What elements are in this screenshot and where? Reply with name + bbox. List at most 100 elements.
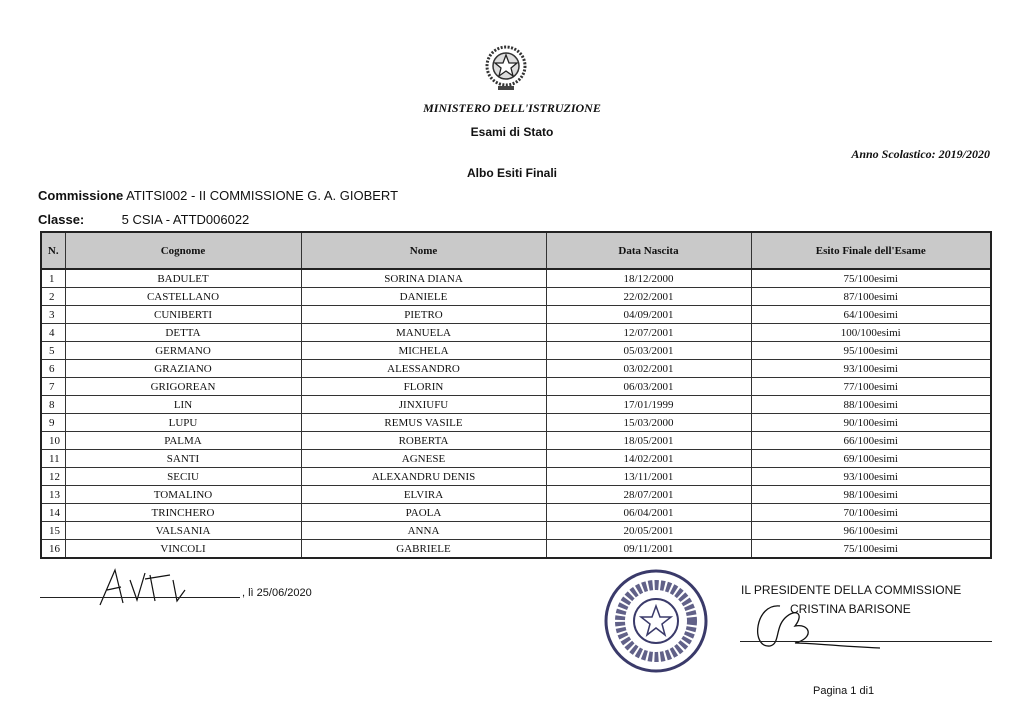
cell-name: REMUS VASILE: [300, 413, 547, 432]
exam-title: Esami di Stato: [470, 125, 554, 139]
cell-result: 93/100esimi: [750, 467, 992, 486]
cell-surname: GERMANO: [64, 341, 302, 360]
col-name: Nome: [300, 231, 547, 270]
cell-number: 12: [40, 467, 66, 486]
cell-result: 75/100esimi: [750, 268, 992, 288]
cell-surname: GRAZIANO: [64, 359, 302, 378]
cell-name: ANNA: [300, 521, 547, 540]
cell-birthdate: 18/12/2000: [545, 268, 752, 288]
cell-surname: BADULET: [64, 268, 302, 288]
signature-line: [40, 597, 240, 598]
table-row: 8 LIN JINXIUFU 17/01/1999 88/100esimi: [40, 395, 992, 414]
cell-surname: LUPU: [64, 413, 302, 432]
cell-result: 95/100esimi: [750, 341, 992, 360]
cell-result: 75/100esimi: [750, 539, 992, 559]
cell-result: 69/100esimi: [750, 449, 992, 468]
table-row: 2 CASTELLANO DANIELE 22/02/2001 87/100esimi: [40, 287, 992, 306]
cell-birthdate: 09/11/2001: [545, 539, 752, 559]
table-row: 9 LUPU REMUS VASILE 15/03/2000 90/100esimi: [40, 413, 992, 432]
col-surname: Cognome: [64, 231, 302, 270]
cell-result: 77/100esimi: [750, 377, 992, 396]
table-row: 4 DETTA MANUELA 12/07/2001 100/100esimi: [40, 323, 992, 342]
table-row: 6 GRAZIANO ALESSANDRO 03/02/2001 93/100esimi: [40, 359, 992, 378]
cell-birthdate: 06/04/2001: [545, 503, 752, 522]
cell-number: 7: [40, 377, 66, 396]
table-header: N. Cognome Nome Data Nascita Esito Final…: [40, 231, 992, 270]
cell-surname: TOMALINO: [64, 485, 302, 504]
commission-label: Commissione: [38, 188, 124, 203]
cell-number: 16: [40, 539, 66, 559]
official-stamp: [604, 569, 708, 673]
cell-birthdate: 13/11/2001: [545, 467, 752, 486]
cell-result: 64/100esimi: [750, 305, 992, 324]
cell-birthdate: 04/09/2001: [545, 305, 752, 324]
cell-surname: LIN: [64, 395, 302, 414]
cell-name: FLORIN: [300, 377, 547, 396]
table-row: 15 VALSANIA ANNA 20/05/2001 96/100esimi: [40, 521, 992, 540]
president-name: CRISTINA BARISONE: [790, 602, 911, 616]
class-info: Classe: 5 CSIA - ATTD006022: [38, 212, 249, 227]
president-title: IL PRESIDENTE DELLA COMMISSIONE: [741, 583, 962, 597]
cell-birthdate: 03/02/2001: [545, 359, 752, 378]
cell-name: GABRIELE: [300, 539, 547, 559]
cell-number: 9: [40, 413, 66, 432]
cell-name: JINXIUFU: [300, 395, 547, 414]
cell-name: ALEXANDRU DENIS: [300, 467, 547, 486]
cell-number: 4: [40, 323, 66, 342]
cell-number: 3: [40, 305, 66, 324]
cell-birthdate: 14/02/2001: [545, 449, 752, 468]
cell-surname: CUNIBERTI: [64, 305, 302, 324]
class-value: 5 CSIA - ATTD006022: [121, 212, 250, 227]
cell-surname: DETTA: [64, 323, 302, 342]
president-signature: [757, 605, 881, 649]
cell-result: 70/100esimi: [750, 503, 992, 522]
cell-number: 2: [40, 287, 66, 306]
cell-name: PAOLA: [300, 503, 547, 522]
cell-name: SORINA DIANA: [300, 268, 547, 288]
cell-name: ELVIRA: [300, 485, 547, 504]
commission-value: ATITSI002 - II COMMISSIONE G. A. GIOBERT: [126, 188, 399, 203]
cell-birthdate: 20/05/2001: [545, 521, 752, 540]
cell-number: 14: [40, 503, 66, 522]
table-row: 13 TOMALINO ELVIRA 28/07/2001 98/100esimi: [40, 485, 992, 504]
col-birthdate: Data Nascita: [545, 231, 752, 270]
place-date: , lì 25/06/2020: [242, 587, 312, 599]
cell-surname: VALSANIA: [64, 521, 302, 540]
commission-info: Commissione ATITSI002 - II COMMISSIONE G…: [38, 188, 398, 203]
cell-surname: SECIU: [64, 467, 302, 486]
cell-name: ALESSANDRO: [300, 359, 547, 378]
cell-surname: CASTELLANO: [64, 287, 302, 306]
table-row: 11 SANTI AGNESE 14/02/2001 69/100esimi: [40, 449, 992, 468]
cell-surname: SANTI: [64, 449, 302, 468]
table-row: 5 GERMANO MICHELA 05/03/2001 95/100esimi: [40, 341, 992, 360]
cell-number: 13: [40, 485, 66, 504]
cell-result: 88/100esimi: [750, 395, 992, 414]
cell-birthdate: 18/05/2001: [545, 431, 752, 450]
table-row: 7 GRIGOREAN FLORIN 06/03/2001 77/100esimi: [40, 377, 992, 396]
cell-birthdate: 22/02/2001: [545, 287, 752, 306]
cell-number: 11: [40, 449, 66, 468]
cell-surname: TRINCHERO: [64, 503, 302, 522]
cell-number: 5: [40, 341, 66, 360]
cell-birthdate: 28/07/2001: [545, 485, 752, 504]
table-row: 14 TRINCHERO PAOLA 06/04/2001 70/100esimi: [40, 503, 992, 522]
ministry-name: MINISTERO DELL'ISTRUZIONE: [423, 101, 601, 115]
cell-number: 8: [40, 395, 66, 414]
cell-result: 90/100esimi: [750, 413, 992, 432]
cell-name: AGNESE: [300, 449, 547, 468]
cell-birthdate: 12/07/2001: [545, 323, 752, 342]
cell-name: PIETRO: [300, 305, 547, 324]
cell-name: ROBERTA: [300, 431, 547, 450]
cell-result: 66/100esimi: [750, 431, 992, 450]
cell-birthdate: 17/01/1999: [545, 395, 752, 414]
cell-result: 98/100esimi: [750, 485, 992, 504]
table-row: 1 BADULET SORINA DIANA 18/12/2000 75/100esim…: [40, 268, 992, 288]
cell-result: 87/100esimi: [750, 287, 992, 306]
cell-name: DANIELE: [300, 287, 547, 306]
page-number: Pagina 1 di1: [813, 685, 875, 697]
italian-republic-emblem: [485, 45, 527, 90]
cell-result: 96/100esimi: [750, 521, 992, 540]
col-number: N.: [40, 231, 66, 270]
cell-birthdate: 05/03/2001: [545, 341, 752, 360]
table-row: 10 PALMA ROBERTA 18/05/2001 66/100esimi: [40, 431, 992, 450]
